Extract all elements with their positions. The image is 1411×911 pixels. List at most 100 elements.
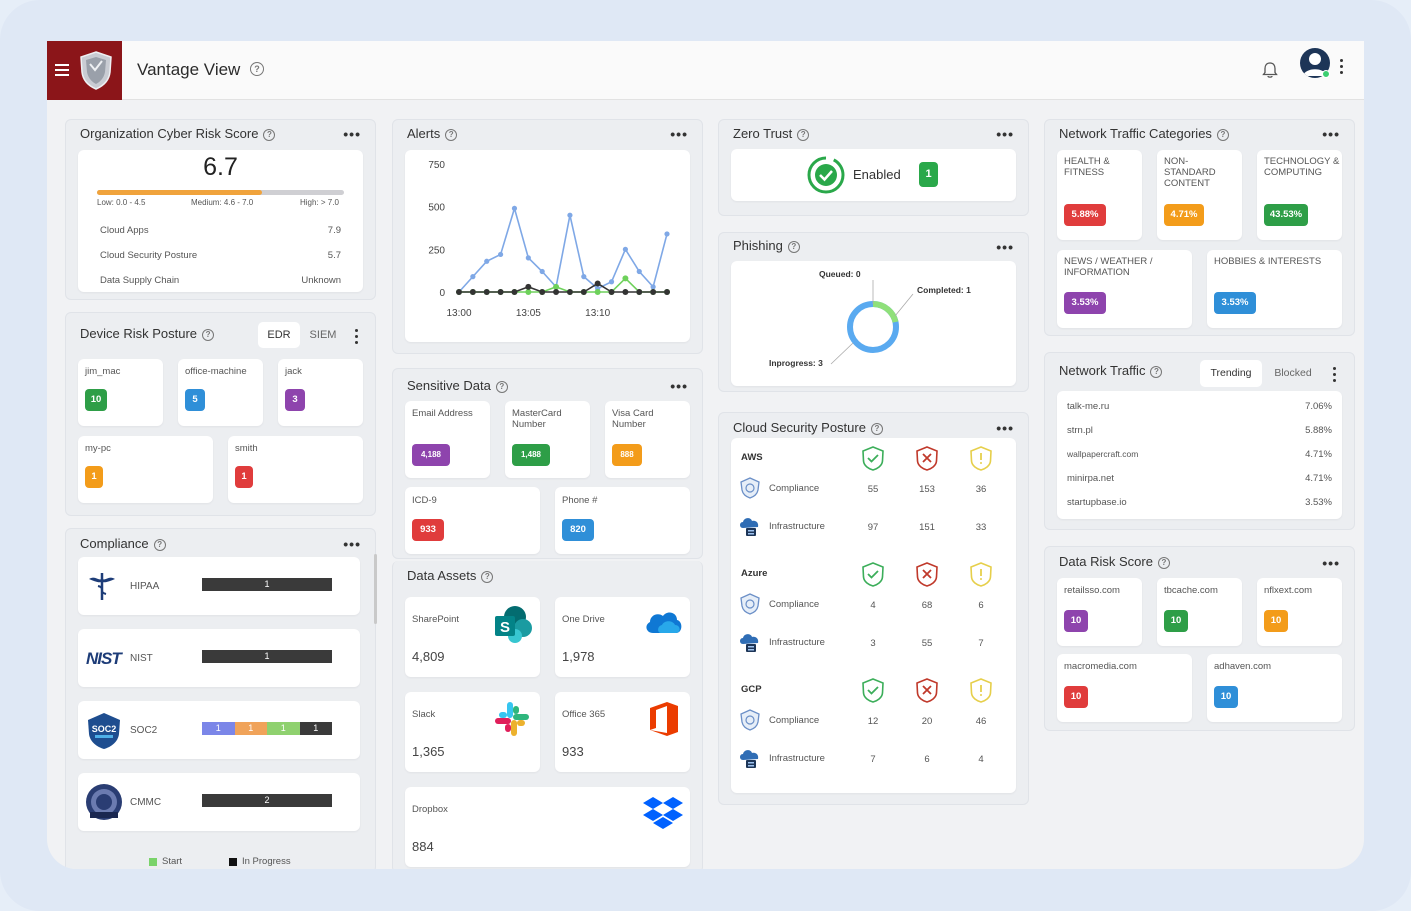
more-options-icon[interactable] — [355, 329, 358, 347]
help-icon[interactable]: ? — [1157, 556, 1170, 569]
data-point[interactable] — [650, 284, 656, 290]
posture-count[interactable]: 4 — [870, 600, 876, 611]
data-point[interactable] — [594, 280, 601, 287]
data-point[interactable] — [581, 274, 587, 280]
more-options-icon[interactable]: ••• — [1322, 555, 1340, 571]
tab-trending[interactable]: Trending — [1200, 360, 1262, 387]
sensitive-card[interactable]: ICD-9 933 — [405, 487, 540, 554]
notification-bell-icon[interactable] — [1262, 61, 1278, 79]
device-card[interactable]: jim_mac 10 — [78, 359, 163, 426]
more-options-icon[interactable]: ••• — [343, 126, 361, 142]
category-card[interactable]: TECHNOLOGY & COMPUTING 43.53% — [1257, 150, 1342, 240]
more-options-icon[interactable]: ••• — [996, 239, 1014, 255]
data-point[interactable] — [525, 289, 532, 295]
risk-domain-card[interactable]: macromedia.com 10 — [1057, 654, 1192, 722]
help-icon[interactable]: ? — [787, 240, 800, 253]
posture-count[interactable]: 6 — [978, 600, 984, 611]
help-icon[interactable]: ? — [870, 422, 883, 435]
posture-count[interactable]: 97 — [867, 522, 879, 533]
data-point[interactable] — [498, 251, 504, 258]
data-point[interactable] — [636, 289, 643, 295]
more-options-icon[interactable]: ••• — [670, 378, 688, 394]
more-options-icon[interactable]: ••• — [1322, 126, 1340, 142]
more-options-icon[interactable]: ••• — [996, 126, 1014, 142]
category-card[interactable]: HEALTH & FITNESS 5.88% — [1057, 150, 1142, 240]
risk-domain-card[interactable]: nflxext.com 10 — [1257, 578, 1342, 646]
more-options-icon[interactable]: ••• — [343, 536, 361, 552]
compliance-item[interactable]: SOC2 SOC2 1 1 1 1 — [78, 701, 360, 759]
help-icon[interactable]: ? — [153, 538, 166, 551]
data-point[interactable] — [470, 274, 476, 280]
asset-card[interactable]: SharePoint 4,809 S — [405, 597, 540, 677]
sensitive-card[interactable]: MasterCard Number 1,488 — [505, 401, 590, 478]
help-icon[interactable]: ? — [250, 62, 264, 76]
posture-count[interactable]: 20 — [921, 716, 933, 727]
data-point[interactable] — [567, 212, 573, 218]
data-point[interactable] — [566, 289, 573, 295]
tab-edr[interactable]: EDR — [258, 322, 300, 348]
data-point[interactable] — [608, 289, 615, 295]
data-point[interactable] — [650, 289, 657, 295]
data-point[interactable] — [525, 255, 531, 261]
help-icon[interactable]: ? — [797, 128, 810, 141]
risk-domain-card[interactable]: adhaven.com 10 — [1207, 654, 1342, 722]
data-point[interactable] — [539, 268, 545, 275]
help-icon[interactable]: ? — [481, 570, 494, 583]
category-card[interactable]: NON-STANDARD CONTENT 4.71% — [1157, 150, 1242, 240]
data-point[interactable] — [469, 289, 476, 295]
data-point[interactable] — [664, 231, 670, 237]
posture-count[interactable]: 55 — [921, 638, 933, 649]
sensitive-card[interactable]: Phone # 820 — [555, 487, 690, 554]
asset-card[interactable]: Office 365 933 — [555, 692, 690, 772]
posture-count[interactable]: 36 — [975, 484, 987, 495]
posture-count[interactable]: 55 — [867, 484, 879, 495]
sensitive-card[interactable]: Visa Card Number 888 — [605, 401, 690, 478]
data-point[interactable] — [594, 289, 601, 295]
posture-count[interactable]: 6 — [924, 754, 930, 765]
menu-icon[interactable] — [55, 64, 69, 79]
posture-count[interactable]: 12 — [867, 716, 879, 727]
posture-count[interactable]: 151 — [919, 522, 935, 533]
posture-count[interactable]: 33 — [975, 522, 987, 533]
compliance-item[interactable]: CMMC 2 — [78, 773, 360, 831]
posture-count[interactable]: 4 — [978, 754, 984, 765]
compliance-item[interactable]: NIST NIST 1 — [78, 629, 360, 687]
data-point[interactable] — [622, 289, 629, 295]
device-card[interactable]: jack 3 — [278, 359, 363, 426]
data-point[interactable] — [553, 289, 560, 295]
posture-count[interactable]: 7 — [978, 638, 984, 649]
device-card[interactable]: my-pc 1 — [78, 436, 213, 503]
more-options-icon[interactable] — [1340, 59, 1344, 77]
tab-siem[interactable]: SIEM — [309, 329, 337, 341]
data-point[interactable] — [511, 205, 518, 211]
scrollbar[interactable] — [374, 554, 377, 624]
data-point[interactable] — [553, 283, 560, 290]
posture-count[interactable]: 46 — [975, 716, 987, 727]
posture-count[interactable]: 68 — [921, 600, 933, 611]
more-options-icon[interactable]: ••• — [996, 420, 1014, 436]
data-point[interactable] — [622, 275, 629, 282]
tab-blocked[interactable]: Blocked — [1274, 367, 1312, 379]
category-card[interactable]: HOBBIES & INTERESTS 3.53% — [1207, 250, 1342, 328]
more-options-icon[interactable] — [1333, 367, 1336, 385]
help-icon[interactable]: ? — [263, 128, 276, 141]
help-icon[interactable]: ? — [1216, 128, 1229, 141]
sensitive-card[interactable]: Email Address 4,188 — [405, 401, 490, 478]
device-card[interactable]: office-machine 5 — [178, 359, 263, 426]
help-icon[interactable]: ? — [1150, 365, 1163, 378]
risk-domain-card[interactable]: tbcache.com 10 — [1157, 578, 1242, 646]
data-point[interactable] — [539, 289, 546, 295]
data-point[interactable] — [622, 246, 628, 252]
device-card[interactable]: smith 1 — [228, 436, 363, 503]
asset-card[interactable]: One Drive 1,978 — [555, 597, 690, 677]
compliance-item[interactable]: HIPAA 1 — [78, 557, 360, 615]
data-point[interactable] — [636, 268, 642, 275]
data-point[interactable] — [608, 279, 615, 285]
more-options-icon[interactable]: ••• — [670, 126, 688, 142]
data-point[interactable] — [525, 283, 532, 290]
data-point[interactable] — [483, 289, 490, 295]
posture-count[interactable]: 3 — [870, 638, 876, 649]
data-point[interactable] — [664, 289, 670, 295]
data-point[interactable] — [484, 258, 490, 264]
help-icon[interactable]: ? — [445, 128, 458, 141]
